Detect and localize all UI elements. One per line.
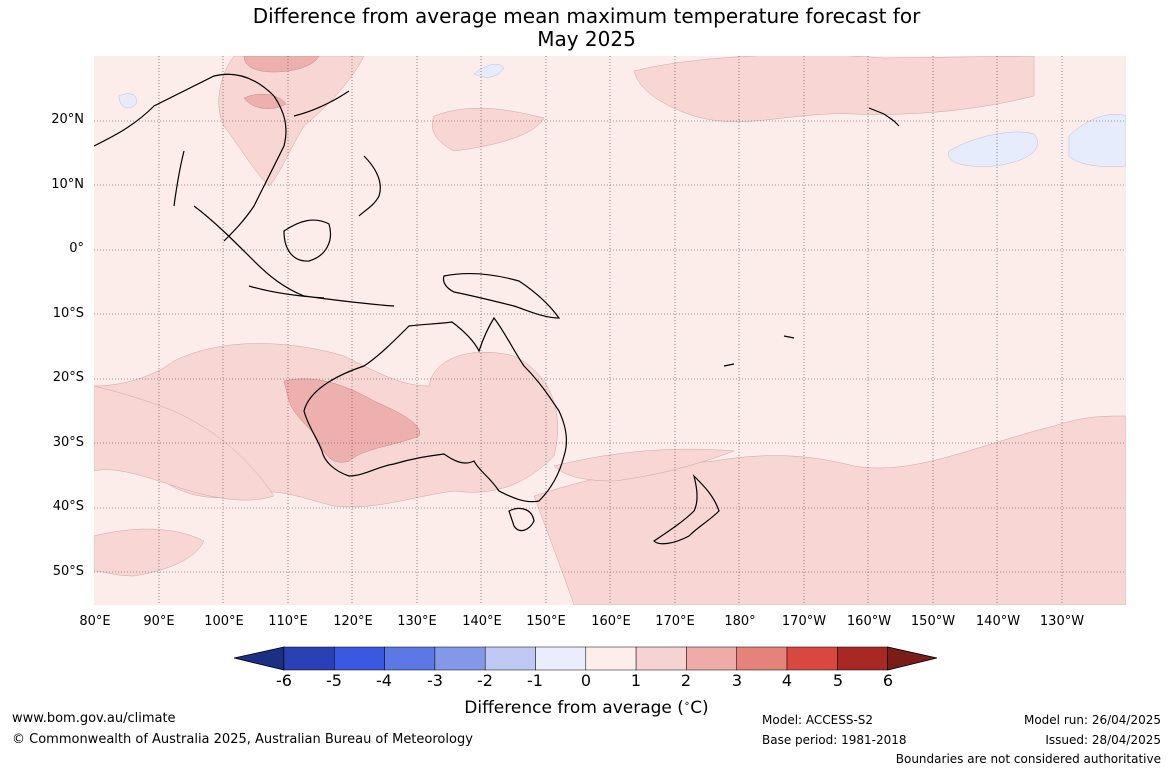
philippines-coast bbox=[358, 155, 381, 217]
legend-swatch bbox=[283, 646, 335, 671]
lat-label: 30°S bbox=[52, 435, 84, 450]
lon-label: 160°E bbox=[591, 614, 631, 629]
issued-date: Issued: 28/04/2025 bbox=[1045, 733, 1161, 747]
lat-label: 10°N bbox=[51, 177, 84, 192]
legend-swatch bbox=[686, 646, 737, 671]
lon-label: 150°E bbox=[526, 614, 566, 629]
lon-label: 170°W bbox=[781, 614, 827, 629]
lon-label: 90°E bbox=[143, 614, 175, 629]
legend-tick: 0 bbox=[580, 671, 592, 690]
new-zealand-coast bbox=[653, 474, 720, 545]
legend-swatch bbox=[635, 646, 687, 671]
legend-tick: -5 bbox=[326, 671, 342, 690]
lon-label: 80°E bbox=[79, 614, 111, 629]
legend-label-prefix: Difference from average ( bbox=[464, 698, 684, 718]
mainland-sea-coast bbox=[94, 73, 350, 242]
website-link[interactable]: www.bom.gov.au/climate bbox=[12, 711, 176, 726]
legend-swatch bbox=[334, 646, 385, 671]
legend-swatch bbox=[786, 646, 838, 671]
legend-label: Difference from average (∘C) bbox=[0, 698, 1173, 718]
legend-tick: 4 bbox=[781, 671, 793, 690]
legend-swatch bbox=[887, 646, 938, 671]
lon-label: 100°E bbox=[204, 614, 244, 629]
sumatra-java-coast bbox=[193, 205, 395, 307]
legend-swatch bbox=[736, 646, 788, 671]
fiji-islands bbox=[723, 335, 795, 367]
lon-label: 130°W bbox=[1039, 614, 1085, 629]
cool-anomaly bbox=[118, 63, 1126, 167]
legend-swatch bbox=[484, 646, 536, 671]
lat-label: 40°S bbox=[52, 499, 84, 514]
page-title: Difference from average mean maximum tem… bbox=[0, 5, 1173, 51]
lon-label: 140°E bbox=[462, 614, 502, 629]
forecast-map bbox=[94, 56, 1126, 605]
lon-label: 150°W bbox=[910, 614, 956, 629]
legend-tick: 1 bbox=[630, 671, 642, 690]
color-legend-bar bbox=[233, 646, 938, 671]
legend-tick: -1 bbox=[527, 671, 543, 690]
color-legend bbox=[233, 645, 938, 672]
copyright: © Commonwealth of Australia 2025, Austra… bbox=[12, 732, 473, 747]
graticule bbox=[94, 56, 1126, 605]
legend-swatch bbox=[233, 646, 285, 671]
legend-tick: 2 bbox=[680, 671, 692, 690]
legend-swatch bbox=[434, 646, 486, 671]
new-guinea-coast bbox=[442, 272, 561, 319]
model-name: Model: ACCESS-S2 bbox=[762, 713, 874, 727]
lon-label: 160°W bbox=[846, 614, 892, 629]
coastlines bbox=[94, 73, 900, 545]
legend-tick: 3 bbox=[731, 671, 743, 690]
lat-label: 0° bbox=[69, 241, 84, 256]
lat-label: 20°S bbox=[52, 370, 84, 385]
lon-label: 140°W bbox=[975, 614, 1021, 629]
boundaries-disclaimer: Boundaries are not considered authoritat… bbox=[895, 752, 1161, 766]
tasmania-coast bbox=[508, 507, 535, 532]
lon-label: 180° bbox=[724, 614, 756, 629]
lat-label: 10°S bbox=[52, 306, 84, 321]
legend-label-degree: ∘ bbox=[683, 698, 691, 710]
title-line-1: Difference from average mean maximum tem… bbox=[252, 4, 921, 28]
lon-label: 120°E bbox=[333, 614, 373, 629]
legend-tick: 6 bbox=[882, 671, 894, 690]
legend-label-unit: C) bbox=[690, 698, 709, 718]
map-canvas bbox=[94, 56, 1126, 605]
base-period: Base period: 1981-2018 bbox=[762, 733, 907, 747]
lat-label: 20°N bbox=[51, 112, 84, 127]
warm-anomaly-2-3 bbox=[243, 56, 421, 463]
hawaii-islands bbox=[868, 107, 900, 127]
legend-tick: -3 bbox=[427, 671, 443, 690]
legend-tick: -4 bbox=[376, 671, 392, 690]
borneo-coast bbox=[283, 219, 331, 262]
legend-swatch bbox=[837, 646, 888, 671]
lon-label: 170°E bbox=[655, 614, 695, 629]
lat-label: 50°S bbox=[52, 564, 84, 579]
legend-tick: 5 bbox=[832, 671, 844, 690]
lon-label: 130°E bbox=[397, 614, 437, 629]
legend-tick: -2 bbox=[477, 671, 493, 690]
australia-coast bbox=[303, 316, 568, 503]
title-line-2: May 2025 bbox=[537, 27, 636, 51]
legend-swatch bbox=[585, 646, 637, 671]
lon-label: 110°E bbox=[268, 614, 308, 629]
legend-swatch bbox=[384, 646, 436, 671]
legend-tick: -6 bbox=[276, 671, 292, 690]
model-run: Model run: 26/04/2025 bbox=[1023, 713, 1161, 727]
legend-swatch bbox=[535, 646, 587, 671]
